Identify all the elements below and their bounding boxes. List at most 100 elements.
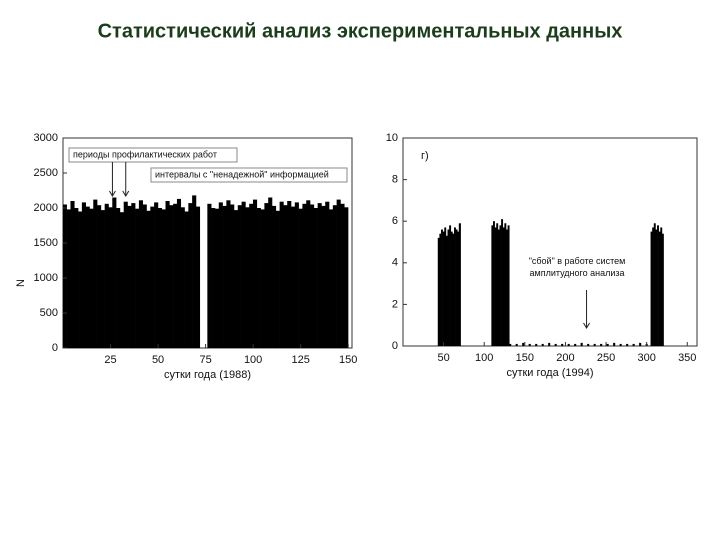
x-tick-label: 200: [556, 352, 574, 364]
bar: [306, 200, 311, 348]
bar: [501, 219, 504, 346]
bar: [497, 229, 500, 346]
bar: [491, 225, 494, 346]
bar: [441, 229, 443, 346]
bar: [657, 225, 659, 346]
bar: [89, 208, 94, 348]
bar: [154, 202, 159, 348]
arrow-head: [583, 322, 590, 329]
bar: [237, 205, 242, 348]
annotation: периоды профилактических работ: [73, 149, 217, 159]
bar: [260, 209, 265, 348]
bar: [561, 343, 564, 346]
bar: [119, 212, 124, 348]
bar: [541, 343, 544, 346]
slide-title: Статистический анализ экспериментальных …: [98, 20, 623, 42]
x-tick-label: 150: [516, 352, 534, 364]
bar: [325, 201, 330, 348]
bar: [505, 229, 508, 346]
bar: [340, 203, 345, 348]
bar: [245, 207, 250, 348]
bar: [554, 343, 557, 346]
bar: [329, 209, 334, 348]
bar: [180, 207, 185, 348]
bar: [264, 203, 269, 348]
bar: [256, 208, 261, 348]
bar: [313, 208, 318, 348]
bar: [230, 204, 235, 348]
annotation-box: [531, 250, 623, 290]
bar: [218, 202, 223, 348]
bar: [173, 203, 178, 348]
annotation: "сбой" в работе систем амплитудного анали…: [529, 256, 626, 278]
x-tick-label: 100: [475, 352, 493, 364]
bar: [165, 201, 170, 348]
bar: [116, 208, 121, 348]
y-tick-label: 2000: [34, 202, 58, 214]
x-tick-label: 25: [104, 354, 116, 366]
bar: [653, 223, 656, 346]
bar: [317, 203, 322, 348]
x-tick-label: 50: [152, 354, 164, 366]
bar: [321, 205, 326, 348]
bar: [268, 197, 273, 348]
bar: [184, 211, 189, 348]
bar: [619, 343, 622, 346]
bar: [226, 200, 231, 348]
bar: [535, 343, 538, 346]
bar: [332, 205, 337, 348]
bar: [188, 203, 193, 348]
bar: [241, 201, 246, 348]
bar: [74, 208, 79, 348]
bar: [639, 342, 642, 346]
bar: [655, 229, 658, 346]
bar: [458, 223, 461, 346]
bar: [447, 229, 450, 346]
bar: [652, 227, 655, 346]
bar: [233, 210, 239, 348]
y-tick-label: 3000: [34, 132, 58, 144]
bar: [291, 206, 296, 348]
y-tick-label: 4: [392, 257, 398, 269]
annotation-box: [68, 147, 238, 163]
bar: [195, 206, 201, 348]
bar: [271, 205, 277, 348]
bar: [161, 209, 166, 348]
x-axis-label: сутки года (1994): [506, 367, 593, 379]
bar: [522, 342, 525, 346]
bar: [85, 206, 90, 348]
bar: [142, 204, 147, 348]
bar: [574, 343, 577, 346]
bar: [100, 210, 105, 348]
bar: [123, 201, 128, 348]
bar: [457, 231, 460, 346]
y-axis-label: N: [15, 279, 27, 287]
x-axis-label: сутки года (1988): [164, 369, 251, 381]
bar: [454, 227, 456, 346]
x-tick-label: 125: [291, 354, 309, 366]
bar: [450, 231, 453, 346]
bar: [580, 342, 583, 346]
bar: [445, 235, 448, 346]
bar: [626, 343, 629, 346]
bar: [344, 207, 349, 348]
bar: [600, 343, 603, 346]
x-tick-label: 250: [597, 352, 615, 364]
bar: [283, 205, 288, 348]
bar: [97, 205, 102, 348]
bar: [494, 227, 497, 346]
arrow-head: [109, 190, 116, 197]
x-tick-label: 75: [199, 354, 211, 366]
bar: [249, 203, 254, 348]
bar: [279, 201, 284, 348]
bar: [548, 342, 551, 346]
bar: [214, 208, 220, 348]
bar: [78, 211, 83, 348]
y-tick-label: 500: [40, 307, 58, 319]
bar: [150, 206, 155, 348]
bar: [70, 201, 75, 348]
panel-label: г): [421, 150, 429, 162]
bar: [135, 208, 140, 348]
bar: [127, 205, 132, 348]
